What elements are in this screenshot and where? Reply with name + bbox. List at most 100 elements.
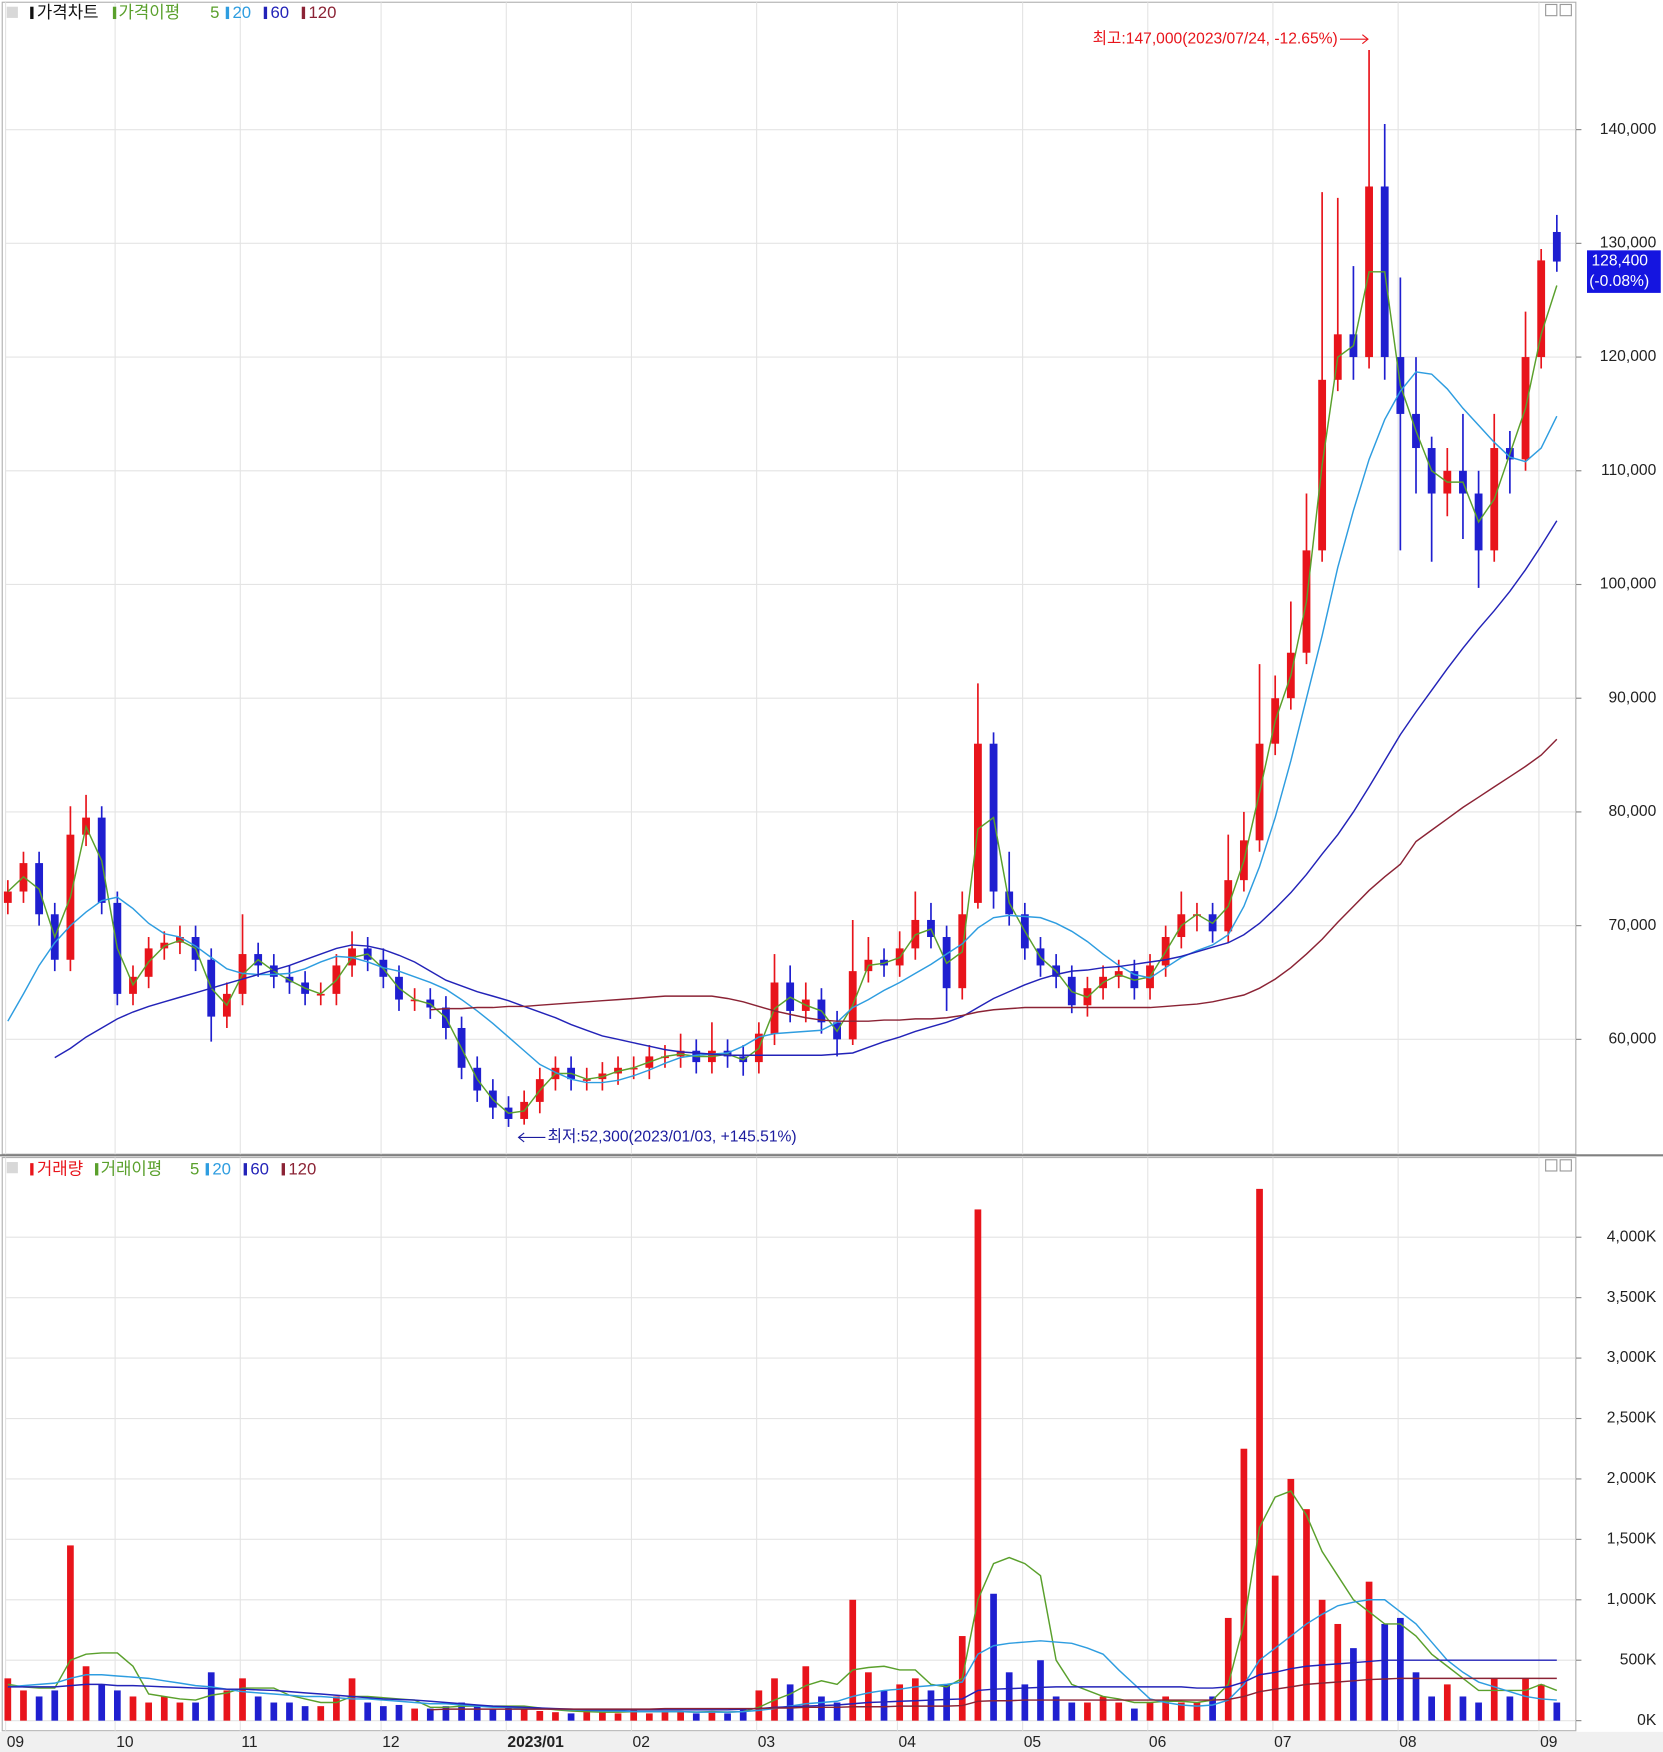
- close-button[interactable]: [1559, 1159, 1572, 1172]
- volume-bar: [880, 1690, 888, 1721]
- volume-bar: [395, 1704, 403, 1721]
- volume-bar: [1522, 1678, 1529, 1721]
- volume-bar: [739, 1708, 747, 1721]
- legend-marker: [263, 6, 268, 20]
- x-tick-label: 10: [116, 1734, 134, 1751]
- volume-bar: [1443, 1684, 1451, 1721]
- y-tick-label: 2,500K: [1607, 1410, 1657, 1427]
- volume-bar: [1084, 1702, 1091, 1721]
- volume-bar: [1115, 1702, 1123, 1721]
- panel-icon[interactable]: [6, 6, 18, 18]
- volume-bar: [207, 1672, 215, 1721]
- volume-bar: [1209, 1696, 1216, 1721]
- x-tick-label: 12: [382, 1734, 399, 1751]
- volume-bar: [426, 1708, 434, 1721]
- volume-bar: [1005, 1672, 1013, 1721]
- volume-bar: [1334, 1623, 1342, 1721]
- moving-average-line: [430, 1677, 1557, 1711]
- volume-bar: [692, 1713, 700, 1721]
- last-price-label: 128,400: [1591, 253, 1648, 270]
- last-price-tag: [1587, 250, 1661, 293]
- volume-bar: [1475, 1702, 1482, 1721]
- y-tick-label: 500K: [1620, 1651, 1657, 1668]
- y-tick-label: 3,000K: [1607, 1349, 1657, 1366]
- legend-title: 거래량: [37, 1159, 83, 1178]
- moving-average-line: [54, 520, 1558, 1059]
- low-annotation: 최저:52,300(2023/01/03, +145.51%): [548, 1128, 797, 1146]
- labels-layer: 최고:147,000(2023/07/24, -12.65%) 최저:52,30…: [7, 3, 1661, 1751]
- y-tick-label: 2,000K: [1607, 1470, 1657, 1487]
- close-button[interactable]: [1559, 3, 1572, 17]
- lines-layer: [7, 271, 1558, 1713]
- x-tick-label: 04: [899, 1734, 917, 1751]
- volume-bar: [82, 1666, 90, 1721]
- x-tick-label: 09: [1540, 1734, 1557, 1751]
- volume-panel-frame: [1, 1156, 1577, 1732]
- volume-bar: [990, 1593, 997, 1721]
- volume-bar: [911, 1678, 919, 1721]
- x-tick-label: 07: [1274, 1734, 1291, 1751]
- volume-bar: [160, 1696, 168, 1721]
- volume-bar: [379, 1706, 387, 1721]
- volume-bar: [145, 1702, 152, 1721]
- y-tick-label: 1,500K: [1607, 1531, 1657, 1548]
- volume-bar: [520, 1708, 528, 1721]
- legend-marker: [243, 1163, 247, 1176]
- volume-bar: [583, 1710, 591, 1721]
- volume-bar: [239, 1678, 246, 1721]
- candle-body: [410, 999, 419, 1002]
- volume-bar: [1365, 1581, 1373, 1721]
- legend-entry: 5: [210, 3, 219, 22]
- volume-bar: [1162, 1696, 1170, 1721]
- volume-bar: [301, 1706, 309, 1721]
- candle-body: [1537, 260, 1546, 358]
- y-tick-label: 130,000: [1600, 234, 1657, 251]
- minimize-button[interactable]: [1545, 1159, 1558, 1172]
- volume-bar: [1131, 1708, 1138, 1721]
- x-tick-label: 02: [633, 1734, 650, 1751]
- low-arrow-head: [517, 1132, 525, 1143]
- minimize-button[interactable]: [1545, 3, 1558, 17]
- y-tick-label: 0K: [1637, 1712, 1657, 1729]
- volume-bar: [1537, 1684, 1545, 1721]
- legend-ma-title: 가격이평: [118, 3, 180, 22]
- volume-bar: [1397, 1617, 1404, 1721]
- volume-bar: [849, 1599, 857, 1721]
- candle-body: [661, 1056, 669, 1059]
- y-tick-label: 3,500K: [1607, 1289, 1657, 1306]
- y-tick-label: 80,000: [1608, 803, 1656, 820]
- volume-bar: [645, 1713, 653, 1721]
- volume-bar: [974, 1209, 982, 1721]
- volume-bar: [1287, 1478, 1295, 1721]
- y-tick-label: 90,000: [1608, 689, 1656, 706]
- x-tick-label: 06: [1149, 1734, 1167, 1751]
- candle-body: [973, 743, 982, 903]
- moving-average-line: [7, 271, 1558, 1114]
- volume-bar: [4, 1678, 12, 1721]
- volume-bar: [129, 1696, 137, 1721]
- y-tick-label: 110,000: [1601, 462, 1657, 479]
- volume-bar: [552, 1712, 559, 1721]
- y-tick-label: 140,000: [1600, 121, 1657, 138]
- volume-bar: [724, 1713, 731, 1721]
- volume-bar: [1256, 1188, 1263, 1721]
- volume-bar: [865, 1672, 872, 1721]
- volume-bar: [20, 1690, 27, 1721]
- legend-marker: [30, 6, 34, 20]
- moving-average-line: [7, 371, 1558, 1084]
- volume-bar: [364, 1702, 372, 1721]
- volume-bar: [51, 1690, 59, 1721]
- volume-bar: [1553, 1702, 1561, 1721]
- legend-marker: [301, 6, 306, 20]
- legend-marker: [225, 6, 230, 20]
- volume-bar: [786, 1684, 794, 1721]
- y-tick-label: 120,000: [1600, 348, 1657, 365]
- moving-average-line: [430, 738, 1558, 1022]
- volume-bar: [755, 1690, 763, 1721]
- legend-entry: 120: [288, 1159, 316, 1178]
- volume-bar: [1177, 1702, 1185, 1721]
- volume-bar: [1412, 1672, 1420, 1721]
- panel-icon[interactable]: [6, 1162, 18, 1174]
